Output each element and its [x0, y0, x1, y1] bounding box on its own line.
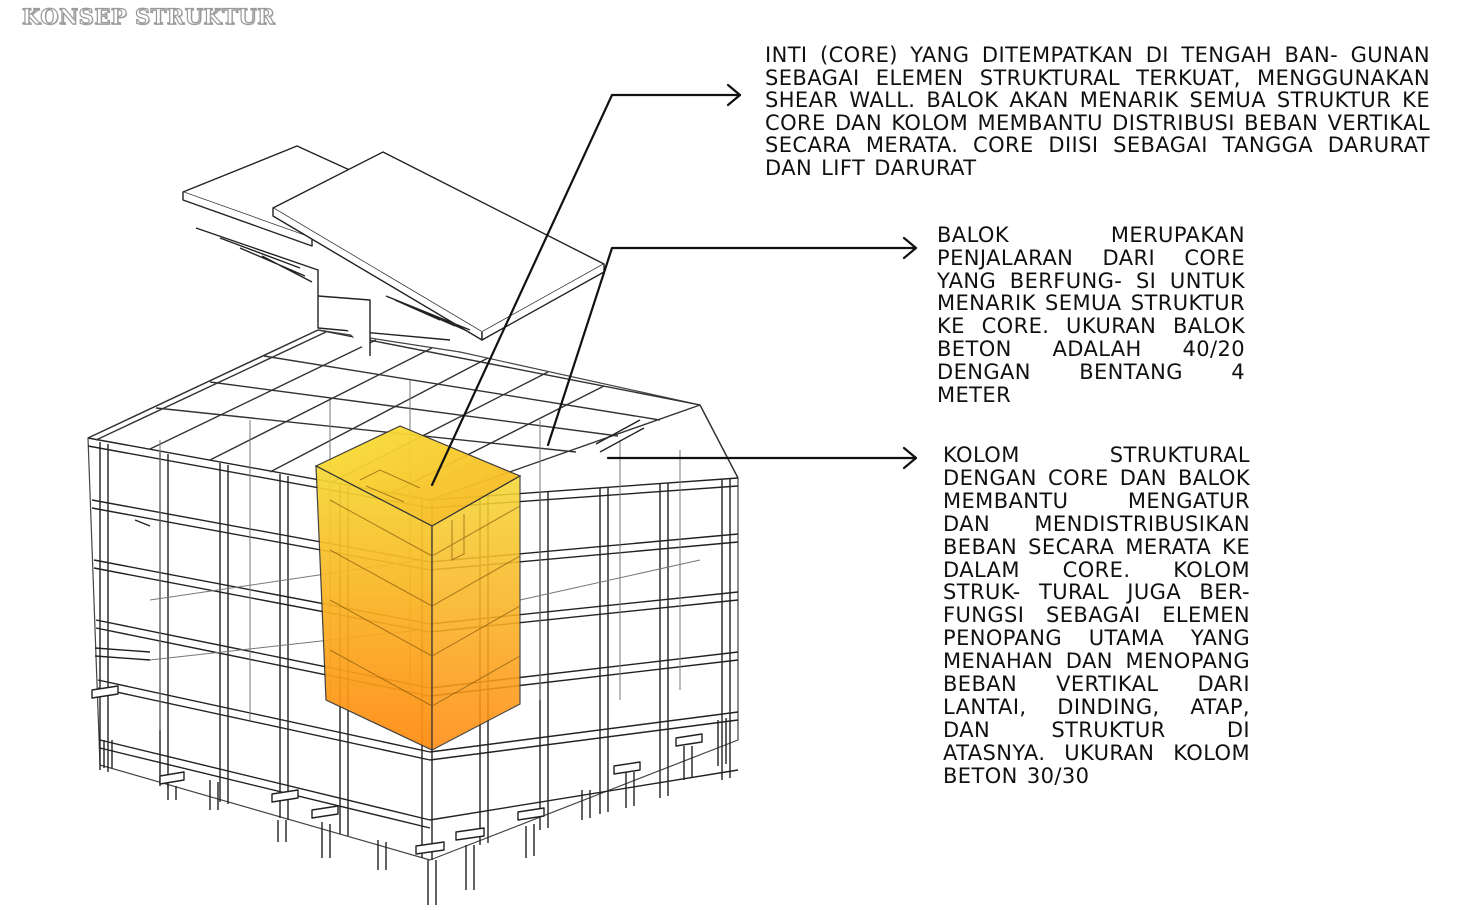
- top-floor-grid: [87, 329, 739, 501]
- leader-core: [430, 93, 742, 487]
- left-face-beams: [87, 437, 431, 829]
- building-frame: [87, 329, 739, 905]
- annotation-core: Inti (core) yang ditempatkan di tengah b…: [765, 43, 1430, 180]
- foundation-piles: [103, 718, 727, 905]
- core-right-face: [431, 474, 521, 751]
- roof-canopy: [182, 145, 605, 356]
- pile-caps: [91, 685, 703, 855]
- page-title: KONSEP STRUKTUR: [21, 3, 276, 29]
- annotation-balok: Balok merupakan penjalaran dari core yan…: [937, 223, 1245, 407]
- arrow-core: [726, 83, 742, 107]
- core-block: [314, 425, 522, 751]
- leader-lines: [430, 83, 918, 487]
- arrow-balok: [902, 236, 918, 260]
- beam-stubs: [94, 419, 645, 661]
- arrow-kolom: [902, 446, 918, 470]
- annotation-kolom: Kolom struktural dengan core dan balok m…: [943, 443, 1250, 788]
- leader-balok: [546, 246, 918, 447]
